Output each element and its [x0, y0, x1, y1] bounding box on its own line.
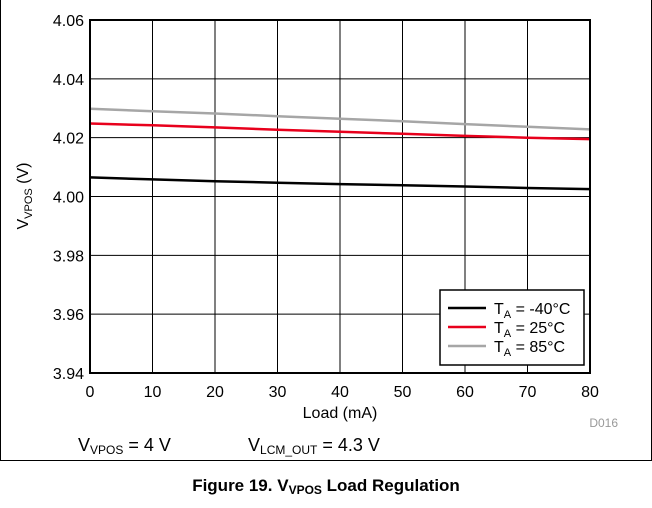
y-tick-label: 4.02: [53, 131, 84, 148]
y-axis-label: VVPOS (V): [15, 162, 35, 229]
series-line: [89, 176, 591, 191]
legend-label: TA = 85°C: [494, 339, 565, 359]
legend-label: TA = 25°C: [494, 320, 565, 340]
x-tick-label: 0: [86, 384, 95, 401]
x-tick-label: 50: [394, 384, 412, 401]
y-tick-label: 3.98: [53, 248, 84, 265]
x-tick-label: 10: [144, 384, 162, 401]
y-tick-label: 4.00: [53, 190, 84, 207]
y-tick-label: 3.96: [53, 307, 84, 324]
x-tick-label: 40: [331, 384, 349, 401]
x-tick-label: 20: [206, 384, 224, 401]
legend: TA = -40°CTA = 25°CTA = 85°C: [439, 289, 585, 366]
x-tick-labels: 0 10 20 30 40 50 60 70 80: [86, 384, 599, 401]
x-tick-label: 70: [519, 384, 537, 401]
load-regulation-chart: 0 10 20 30 40 50 60 70 80 3.94 3.96 3.98 4.00 4.02 4.…: [15, 13, 618, 430]
vlcm-condition: VLCM_OUT = 4.3 V: [248, 435, 380, 457]
series-layer: [89, 107, 591, 191]
x-tick-label: 60: [456, 384, 474, 401]
x-axis-label: Load (mA): [303, 405, 378, 422]
page-frame-bottom: [0, 460, 652, 461]
figure-caption: Figure 19. VVPOS Load Regulation: [192, 476, 460, 497]
y-tick-label: 4.06: [53, 13, 84, 30]
x-tick-label: 80: [581, 384, 599, 401]
y-tick-label: 4.04: [53, 72, 84, 89]
plot-border: [89, 19, 591, 374]
page-frame-left: [0, 0, 1, 460]
y-tick-labels: 3.94 3.96 3.98 4.00 4.02 4.04 4.06: [53, 13, 84, 383]
legend-label: TA = -40°C: [494, 301, 570, 321]
vpos-condition: VVPOS = 4 V: [78, 435, 171, 457]
y-tick-label: 3.94: [53, 366, 84, 383]
x-tick-label: 30: [269, 384, 287, 401]
series-line: [89, 107, 591, 131]
series-line: [89, 122, 591, 141]
figure-id-annotation: D016: [589, 416, 618, 430]
